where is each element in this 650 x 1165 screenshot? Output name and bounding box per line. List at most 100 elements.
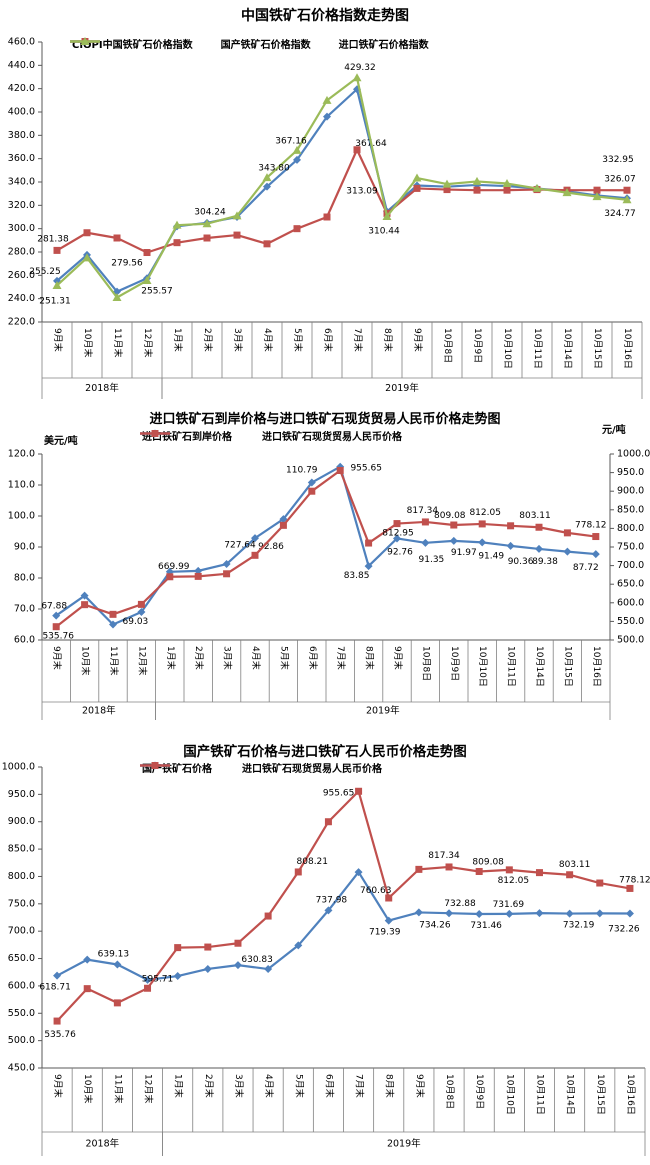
svg-text:3月末: 3月末	[232, 328, 244, 352]
svg-text:550.0: 550.0	[8, 1008, 35, 1019]
chart2-legend: 进口铁矿石到岸价格 进口铁矿石现货贸易人民币价格	[140, 428, 402, 443]
svg-text:750.0: 750.0	[8, 898, 35, 909]
svg-text:100.0: 100.0	[8, 511, 35, 522]
svg-text:803.11: 803.11	[519, 511, 551, 521]
svg-text:10月15日: 10月15日	[595, 1074, 606, 1115]
chart1-title: 中国铁矿石价格指数走势图	[241, 8, 409, 24]
legend-label: 国产铁矿石价格指数	[220, 40, 311, 51]
svg-text:800.0: 800.0	[8, 871, 35, 882]
svg-text:535.76: 535.76	[44, 1030, 76, 1040]
svg-text:9月末: 9月末	[52, 1074, 64, 1098]
svg-text:10月9日: 10月9日	[474, 1074, 485, 1109]
svg-text:900.0: 900.0	[8, 816, 35, 827]
svg-text:91.49: 91.49	[478, 551, 504, 561]
svg-text:1000.0: 1000.0	[2, 762, 35, 773]
svg-text:460.0: 460.0	[8, 37, 35, 48]
svg-text:340.0: 340.0	[8, 177, 35, 188]
svg-text:600.0: 600.0	[8, 980, 35, 991]
legend-item: 进口铁矿石现货贸易人民币价格	[140, 760, 382, 775]
legend-label: CIOPI中国铁矿石价格指数	[72, 40, 193, 51]
svg-text:260.0: 260.0	[8, 270, 35, 281]
legend-label: 进口铁矿石现货贸易人民币价格	[242, 764, 382, 775]
legend-label: 进口铁矿石现货贸易人民币价格	[262, 432, 402, 443]
svg-text:950.0: 950.0	[8, 789, 35, 800]
svg-text:809.08: 809.08	[434, 511, 466, 521]
svg-text:719.39: 719.39	[369, 928, 401, 938]
svg-text:595.71: 595.71	[142, 974, 174, 984]
svg-text:2018年: 2018年	[82, 705, 116, 717]
svg-text:727.64: 727.64	[224, 540, 256, 550]
svg-text:11月末: 11月末	[108, 646, 120, 675]
svg-text:380.0: 380.0	[8, 130, 35, 141]
legend-item: 进口铁矿石现货贸易人民币价格	[140, 428, 402, 443]
svg-text:900.0: 900.0	[617, 486, 644, 497]
svg-text:10月9日: 10月9日	[449, 646, 460, 681]
svg-text:8月末: 8月末	[364, 646, 376, 670]
svg-text:326.07: 326.07	[604, 174, 636, 184]
svg-text:10月16日: 10月16日	[591, 646, 602, 687]
svg-text:731.46: 731.46	[470, 921, 502, 931]
svg-text:8月末: 8月末	[382, 328, 394, 352]
svg-text:280.0: 280.0	[8, 247, 35, 258]
svg-text:300.0: 300.0	[8, 223, 35, 234]
svg-text:12月末: 12月末	[136, 646, 148, 675]
svg-text:92.76: 92.76	[387, 547, 413, 557]
svg-text:110.0: 110.0	[8, 480, 35, 491]
svg-text:255.25: 255.25	[29, 267, 61, 277]
svg-text:803.11: 803.11	[559, 860, 591, 870]
svg-text:304.24: 304.24	[194, 208, 226, 218]
legend-label: 进口铁矿石到岸价格	[142, 432, 232, 443]
svg-text:120.0: 120.0	[8, 449, 35, 460]
svg-text:2月末: 2月末	[202, 328, 214, 352]
svg-text:808.21: 808.21	[297, 857, 329, 867]
svg-text:2019年: 2019年	[387, 1138, 421, 1150]
svg-text:639.13: 639.13	[98, 949, 130, 959]
svg-text:10月15日: 10月15日	[562, 646, 573, 687]
svg-text:5月末: 5月末	[278, 646, 290, 670]
svg-text:429.32: 429.32	[344, 63, 376, 73]
svg-text:343.80: 343.80	[258, 164, 290, 174]
svg-text:69.03: 69.03	[123, 617, 149, 627]
svg-text:367.16: 367.16	[275, 136, 307, 146]
svg-text:220.0: 220.0	[8, 317, 35, 328]
svg-text:950.0: 950.0	[617, 467, 644, 478]
svg-text:90.0: 90.0	[14, 542, 35, 553]
svg-text:240.0: 240.0	[8, 293, 35, 304]
svg-text:91.97: 91.97	[451, 548, 477, 558]
svg-text:87.72: 87.72	[573, 563, 599, 573]
svg-text:313.09: 313.09	[346, 186, 378, 196]
svg-text:5月末: 5月末	[293, 1074, 305, 1098]
svg-text:10月8日: 10月8日	[442, 328, 453, 363]
svg-text:10月末: 10月末	[82, 1074, 94, 1103]
svg-text:9月末: 9月末	[52, 328, 64, 352]
svg-text:91.35: 91.35	[419, 555, 445, 565]
svg-text:850.0: 850.0	[617, 504, 644, 515]
svg-text:812.05: 812.05	[469, 508, 501, 518]
svg-text:10月11日: 10月11日	[506, 646, 517, 687]
svg-text:600.0: 600.0	[617, 597, 644, 608]
svg-text:800.0: 800.0	[617, 523, 644, 534]
svg-text:60.0: 60.0	[14, 635, 35, 646]
svg-text:10月16日: 10月16日	[622, 328, 633, 369]
svg-text:734.26: 734.26	[419, 920, 451, 930]
svg-text:7月末: 7月末	[354, 1074, 366, 1098]
svg-text:750.0: 750.0	[617, 542, 644, 553]
svg-text:535.76: 535.76	[42, 632, 74, 642]
svg-text:83.85: 83.85	[344, 571, 370, 581]
svg-text:12月末: 12月末	[142, 328, 154, 357]
svg-text:2月末: 2月末	[203, 1074, 215, 1098]
svg-text:650.0: 650.0	[8, 953, 35, 964]
svg-text:550.0: 550.0	[617, 616, 644, 627]
svg-text:1月末: 1月末	[165, 646, 177, 670]
svg-text:669.99: 669.99	[158, 562, 190, 572]
svg-text:778.12: 778.12	[619, 875, 650, 885]
svg-text:10月15日: 10月15日	[592, 328, 603, 369]
svg-text:324.77: 324.77	[604, 209, 636, 219]
svg-text:10月末: 10月末	[82, 328, 94, 357]
svg-text:1000.0: 1000.0	[617, 449, 650, 460]
svg-text:320.0: 320.0	[8, 200, 35, 211]
svg-text:10月10日: 10月10日	[504, 1074, 515, 1115]
svg-text:6月末: 6月末	[307, 646, 319, 670]
svg-text:80.0: 80.0	[14, 573, 35, 584]
svg-text:92.86: 92.86	[258, 542, 284, 552]
